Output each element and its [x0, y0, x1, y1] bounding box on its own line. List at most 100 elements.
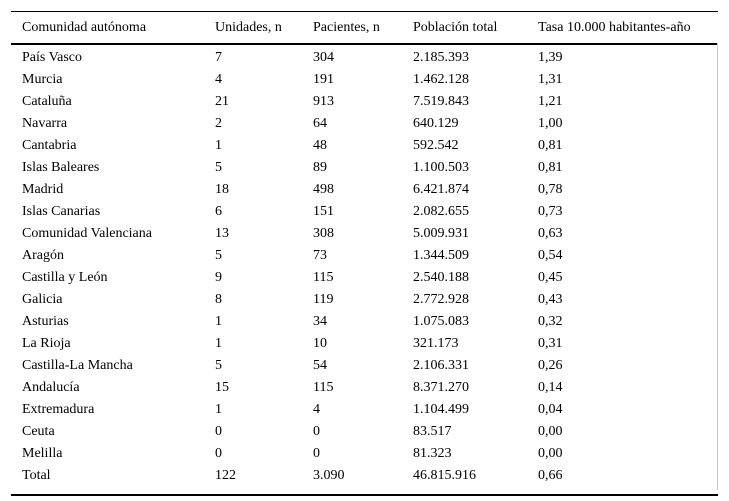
table-row: Ceuta 0 0 83.517 0,00 [11, 421, 718, 443]
table-cell: 1,21 [538, 94, 563, 109]
table-cell: Total [22, 468, 51, 483]
table-row: Extremadura 1 4 1.104.499 0,04 [11, 399, 718, 421]
table-cell: 1 [215, 138, 222, 153]
table-cell: 73 [313, 248, 327, 263]
table-cell: 2.772.928 [413, 292, 469, 307]
table-cell: 115 [313, 270, 334, 285]
table-row: Comunidad Valenciana 13 308 5.009.931 0,63 [11, 223, 718, 245]
table-cell: 1.104.499 [413, 402, 469, 417]
table-row: Cataluña 21 913 7.519.843 1,21 [11, 91, 718, 113]
table-cell: 308 [313, 226, 334, 241]
table-cell: Asturias [22, 314, 69, 329]
table-cell: 15 [215, 380, 229, 395]
table-cell: 0,00 [538, 446, 563, 461]
table-cell: 0,78 [538, 182, 563, 197]
table-cell: 21 [215, 94, 229, 109]
table-row: Madrid 18 498 6.421.874 0,78 [11, 179, 718, 201]
table-cell: 8 [215, 292, 222, 307]
table-row: Andalucía 15 115 8.371.270 0,14 [11, 377, 718, 399]
column-header-comunidad-autonoma: Comunidad autónoma [11, 11, 215, 45]
table-cell: 1 [215, 336, 222, 351]
table-cell: 119 [313, 292, 334, 307]
table-cell: Murcia [22, 72, 63, 87]
table-cell: 64 [313, 116, 327, 131]
table-cell: 304 [313, 50, 334, 65]
table-cell: La Rioja [22, 336, 71, 351]
table-cell: País Vasco [22, 50, 83, 65]
column-header-poblacion-total: Población total [413, 11, 538, 45]
table-cell: 0 [313, 424, 320, 439]
table-cell: 7.519.843 [413, 94, 469, 109]
table-cell: 122 [215, 468, 236, 483]
table-row: Aragón 5 73 1.344.509 0,54 [11, 245, 718, 267]
table-cell: Galicia [22, 292, 63, 307]
table-cell: 2.185.393 [413, 50, 469, 65]
table-cell: 10 [313, 336, 327, 351]
table-row: Castilla y León 9 115 2.540.188 0,45 [11, 267, 718, 289]
table-cell: 1 [215, 314, 222, 329]
table-cell: 89 [313, 160, 327, 175]
table-cell: 6.421.874 [413, 182, 469, 197]
table-cell: 0 [215, 446, 222, 461]
table-cell: 4 [313, 402, 320, 417]
table-cell: 1.462.128 [413, 72, 469, 87]
table-row: Asturias 1 34 1.075.083 0,32 [11, 311, 718, 333]
table-cell: 2.082.655 [413, 204, 469, 219]
table-cell: 592.542 [413, 138, 459, 153]
table-cell: 0 [215, 424, 222, 439]
table-cell: 0,43 [538, 292, 563, 307]
table-cell: Cataluña [22, 94, 72, 109]
table-row: Islas Canarias 6 151 2.082.655 0,73 [11, 201, 718, 223]
table-cell: 18 [215, 182, 229, 197]
table-cell: 0,26 [538, 358, 563, 373]
table-cell: 13 [215, 226, 229, 241]
table-cell: 0 [313, 446, 320, 461]
table-cell: Navarra [22, 116, 68, 131]
table-cell: 9 [215, 270, 222, 285]
table-cell: 46.815.916 [413, 468, 476, 483]
table-row: Islas Baleares 5 89 1.100.503 0,81 [11, 157, 718, 179]
table-cell: 1.344.509 [413, 248, 469, 263]
table-cell: 83.517 [413, 424, 452, 439]
table-row: Navarra 2 64 640.129 1,00 [11, 113, 718, 135]
data-table: Comunidad autónoma Unidades, n Pacientes… [11, 11, 718, 496]
table-cell: 0,81 [538, 160, 563, 175]
table-cell: 5 [215, 160, 222, 175]
table-cell: Extremadura [22, 402, 95, 417]
table-cell: 191 [313, 72, 334, 87]
table-cell: Andalucía [22, 380, 80, 395]
table-cell: 1,00 [538, 116, 563, 131]
column-header-pacientes: Pacientes, n [313, 11, 413, 45]
table-cell: 5 [215, 248, 222, 263]
table-cell: 0,45 [538, 270, 563, 285]
table-cell: 6 [215, 204, 222, 219]
table-cell: 0,54 [538, 248, 563, 263]
table-cell: Cantabria [22, 138, 77, 153]
table-cell: 2.106.331 [413, 358, 469, 373]
table-cell: Aragón [22, 248, 64, 263]
table-right-edge-divider [717, 43, 718, 490]
table-cell: 48 [313, 138, 327, 153]
table-cell: 1,39 [538, 50, 563, 65]
table-cell: Comunidad Valenciana [22, 226, 152, 241]
table-cell: 1,31 [538, 72, 563, 87]
table-row: La Rioja 1 10 321.173 0,31 [11, 333, 718, 355]
table-cell: 0,73 [538, 204, 563, 219]
table-cell: 321.173 [413, 336, 459, 351]
table-cell: Islas Canarias [22, 204, 101, 219]
table-cell: 0,32 [538, 314, 563, 329]
table-cell: Madrid [22, 182, 64, 197]
table-cell: 151 [313, 204, 334, 219]
table-row: País Vasco 7 304 2.185.393 1,39 [11, 44, 718, 69]
table-cell: 2 [215, 116, 222, 131]
table-cell: 0,00 [538, 424, 563, 439]
table-cell: 4 [215, 72, 222, 87]
table-row: Cantabria 1 48 592.542 0,81 [11, 135, 718, 157]
table-cell: 0,81 [538, 138, 563, 153]
table-cell: 498 [313, 182, 334, 197]
table-cell: 0,14 [538, 380, 563, 395]
table-row: Castilla-La Mancha 5 54 2.106.331 0,26 [11, 355, 718, 377]
table-cell: 7 [215, 50, 222, 65]
table-header-row: Comunidad autónoma Unidades, n Pacientes… [11, 11, 718, 45]
